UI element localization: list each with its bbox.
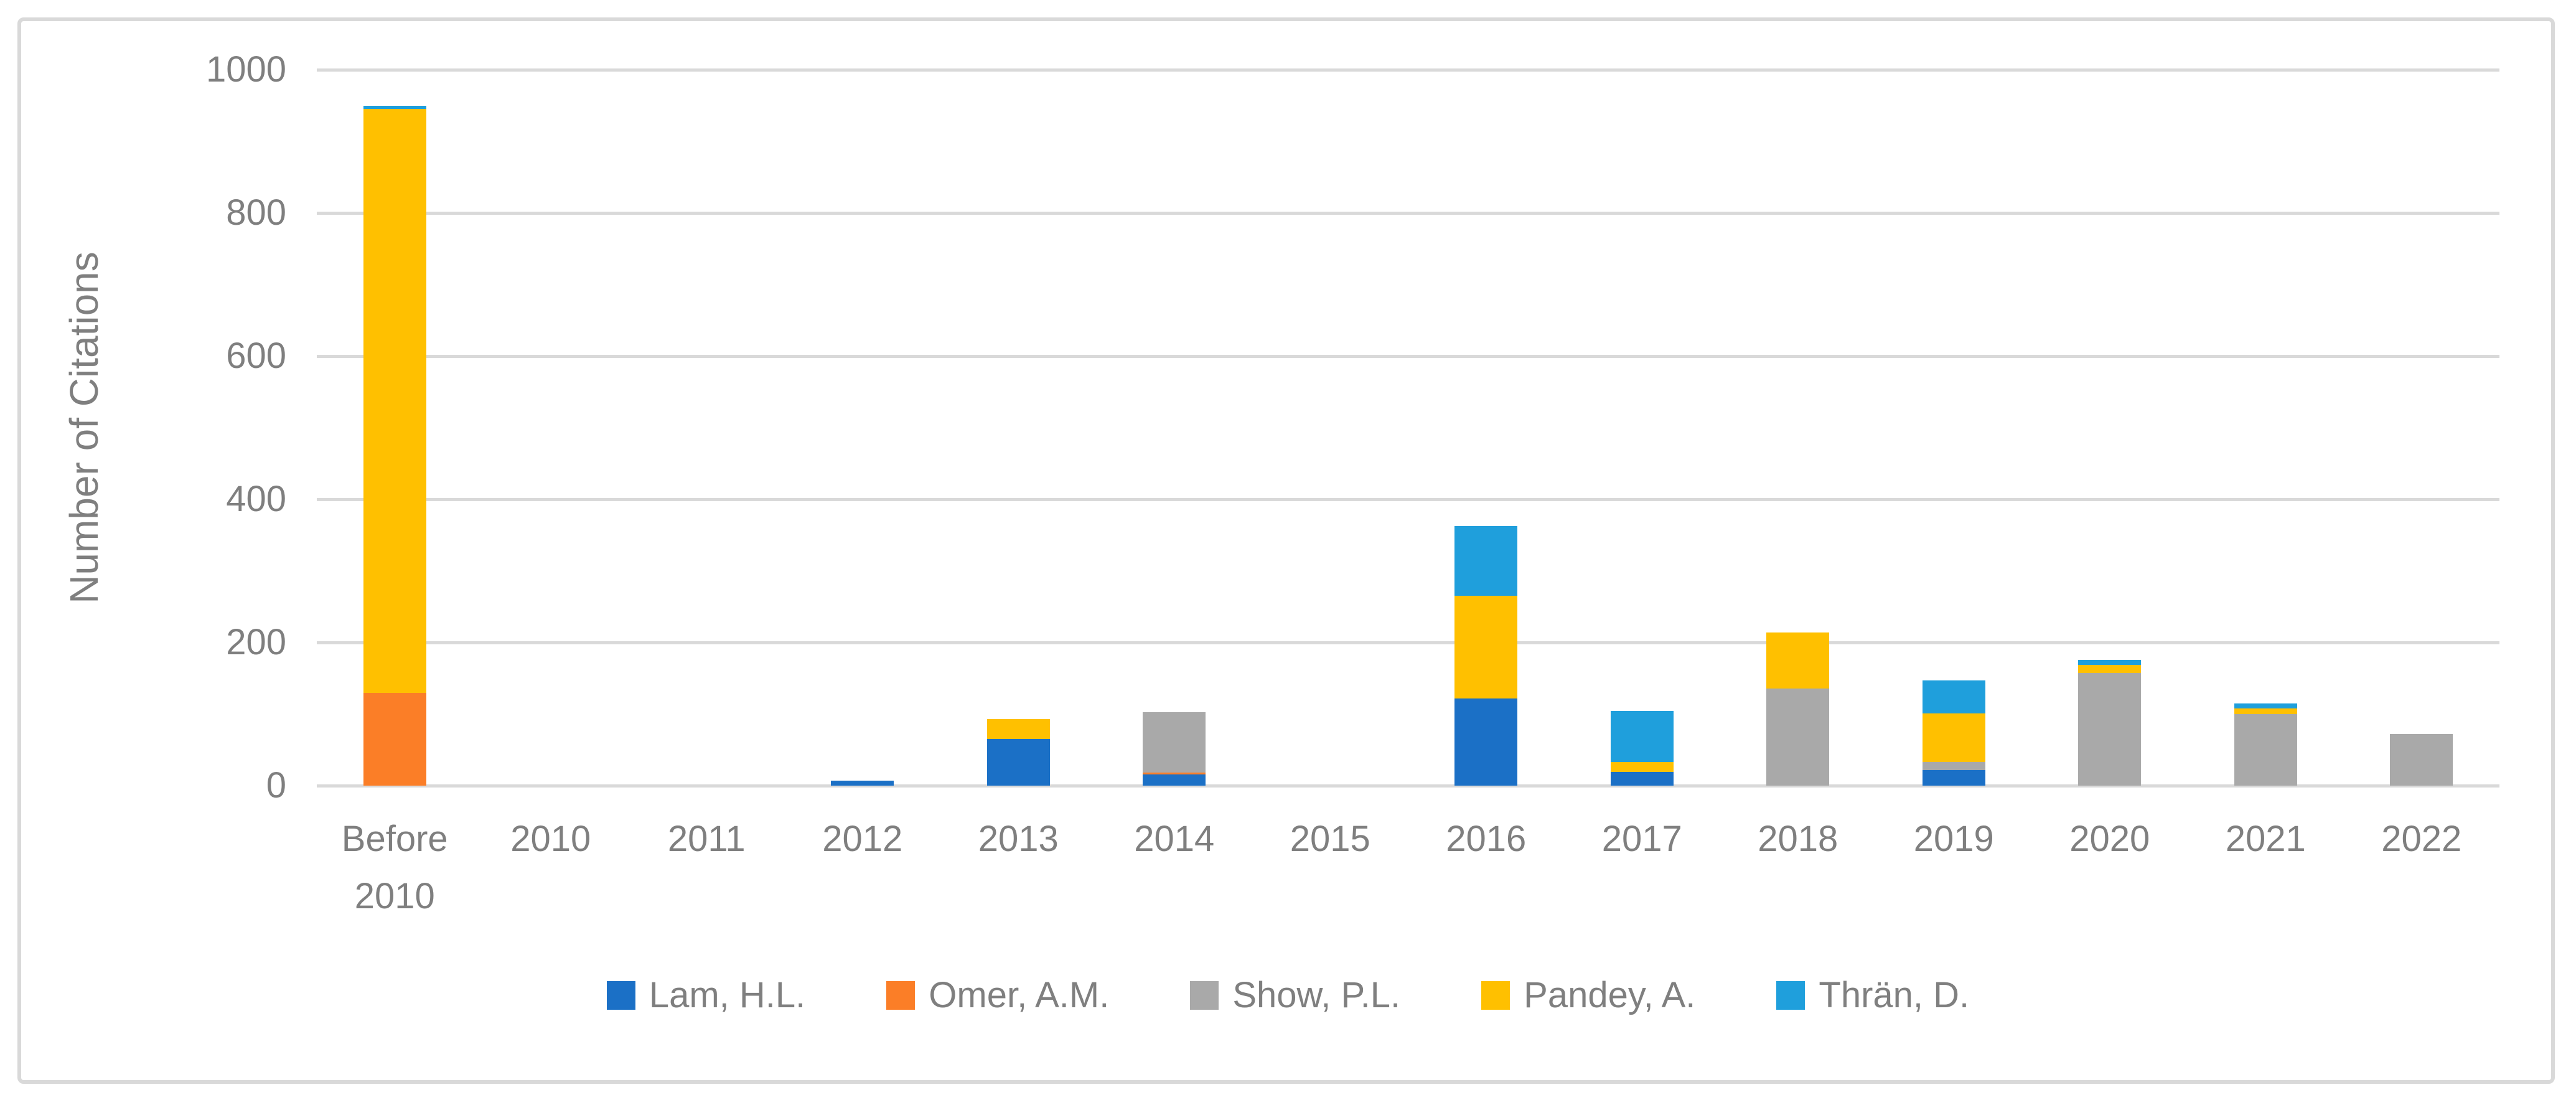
x-tick-label-2020: 2020	[2069, 819, 2150, 859]
gridline-y-400	[317, 497, 2499, 501]
bar-segment-2021-Thrän	[2234, 703, 2297, 708]
bar-segment-2020-Pandey	[2078, 664, 2142, 674]
legend-swatch-icon	[1481, 981, 1510, 1010]
y-tick-label-0: 0	[266, 765, 286, 806]
x-tick-label-2021: 2021	[2225, 819, 2306, 859]
chart-legend: Lam, H.L. Omer, A.M. Show, P.L. Pandey, A. T…	[0, 977, 2576, 1013]
bar-segment-2014-Lam	[1143, 774, 1206, 786]
legend-label: Omer, A.M.	[929, 975, 1110, 1015]
legend-item-Lam: Lam, H.L.	[606, 975, 806, 1015]
legend-item-Pandey: Pandey, A.	[1481, 977, 1695, 1013]
bar-segment-2021-Pandey	[2234, 708, 2297, 714]
chart-border-frame	[17, 17, 2555, 1084]
x-tick-label-2014: 2014	[1134, 819, 1215, 859]
bar-segment-2020-Show	[2078, 673, 2142, 786]
bar-segment-2012-Lam	[831, 780, 894, 786]
legend-label: Pandey, A.	[1524, 975, 1696, 1015]
bar-segment-2020-Thrän	[2078, 659, 2142, 665]
x-tick-label-2019: 2019	[1913, 819, 1994, 859]
bar-segment-2014-Show	[1143, 712, 1206, 773]
bar-segment-Before-2010-Omer	[363, 692, 426, 786]
x-tick-label-Before-2010: Before 2010	[341, 819, 448, 916]
x-tick-label-2013: 2013	[978, 819, 1059, 859]
gridline-y-800	[317, 211, 2499, 215]
legend-item-Thrän: Thrän, D.	[1776, 977, 1969, 1013]
legend-swatch-icon	[886, 981, 916, 1010]
legend-label: Show, P.L.	[1232, 975, 1401, 1015]
x-tick-label-2018: 2018	[1758, 819, 1838, 859]
bar-segment-Before-2010-Pandey	[363, 109, 426, 693]
y-tick-label-600: 600	[226, 336, 286, 376]
bar-segment-2017-Thrän	[1610, 711, 1674, 763]
bar-segment-2016-Lam	[1454, 698, 1518, 786]
y-tick-label-400: 400	[226, 479, 286, 519]
legend-swatch-icon	[1190, 981, 1219, 1010]
bar-segment-2021-Show	[2234, 714, 2297, 786]
legend-swatch-icon	[1776, 981, 1806, 1010]
gridline-y-200	[317, 641, 2499, 644]
x-tick-label-2012: 2012	[822, 819, 903, 859]
x-tick-label-2022: 2022	[2381, 819, 2462, 859]
bar-segment-2013-Pandey	[986, 719, 1050, 740]
legend-label: Thrän, D.	[1819, 975, 1970, 1015]
bar-segment-Before-2010-Thrän	[363, 105, 426, 110]
bar-segment-2022-Show	[2390, 734, 2453, 786]
bar-segment-2017-Pandey	[1610, 762, 1674, 773]
bar-segment-2013-Lam	[986, 739, 1050, 786]
bar-segment-2016-Thrän	[1454, 525, 1518, 596]
legend-swatch-icon	[606, 981, 635, 1010]
y-axis-title: Number of Citations	[62, 252, 106, 604]
gridline-y-0	[317, 784, 2499, 788]
x-tick-label-2011: 2011	[667, 819, 746, 859]
x-tick-label-2015: 2015	[1290, 819, 1370, 859]
bar-segment-2019-Show	[1922, 762, 1985, 770]
gridline-y-1000	[317, 68, 2499, 72]
legend-item-Show: Show, P.L.	[1190, 977, 1400, 1013]
y-tick-label-1000: 1000	[205, 49, 286, 90]
y-tick-label-800: 800	[226, 192, 286, 233]
bar-segment-2019-Thrän	[1922, 680, 1985, 713]
bar-segment-2016-Pandey	[1454, 596, 1518, 698]
bar-segment-2019-Lam	[1922, 769, 1985, 786]
gridline-y-600	[317, 354, 2499, 358]
legend-label: Lam, H.L.	[649, 975, 806, 1015]
y-tick-label-200: 200	[226, 622, 286, 662]
bar-segment-2017-Lam	[1610, 772, 1674, 786]
bar-segment-2014-Omer	[1143, 773, 1206, 774]
x-tick-label-2017: 2017	[1601, 819, 1682, 859]
x-tick-label-2016: 2016	[1446, 819, 1527, 859]
bar-segment-2019-Pandey	[1922, 713, 1985, 763]
x-tick-label-2010: 2010	[510, 819, 591, 859]
legend-item-Omer: Omer, A.M.	[886, 977, 1109, 1013]
bar-segment-2018-Pandey	[1766, 632, 1830, 689]
bar-segment-2018-Show	[1766, 688, 1830, 786]
